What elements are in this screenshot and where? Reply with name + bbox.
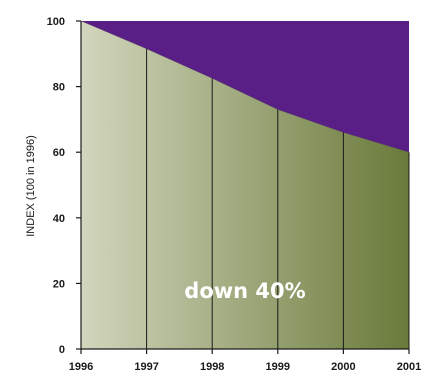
x-tick-1997: 1997 (134, 361, 158, 373)
y-tick-0: 0 (59, 344, 65, 356)
upper-region (81, 21, 409, 153)
y-tick-40: 40 (53, 213, 65, 225)
y-tick-60: 60 (53, 147, 65, 159)
plot-area (76, 20, 410, 354)
annotation-down-40: down 40% (184, 279, 305, 303)
x-tick-1999: 1999 (266, 361, 290, 373)
y-axis-label: INDEX (100 in 1996) (25, 135, 37, 237)
y-tick-20: 20 (53, 278, 65, 290)
x-tick-1998: 1998 (200, 361, 224, 373)
x-tick-2001: 2001 (397, 361, 421, 373)
series-line (80, 20, 410, 153)
y-tick-100: 100 (47, 16, 65, 28)
x-tick-2000: 2000 (331, 361, 355, 373)
area-series (81, 21, 409, 349)
x-tick-1996: 1996 (69, 361, 93, 373)
y-tick-80: 80 (53, 82, 65, 94)
